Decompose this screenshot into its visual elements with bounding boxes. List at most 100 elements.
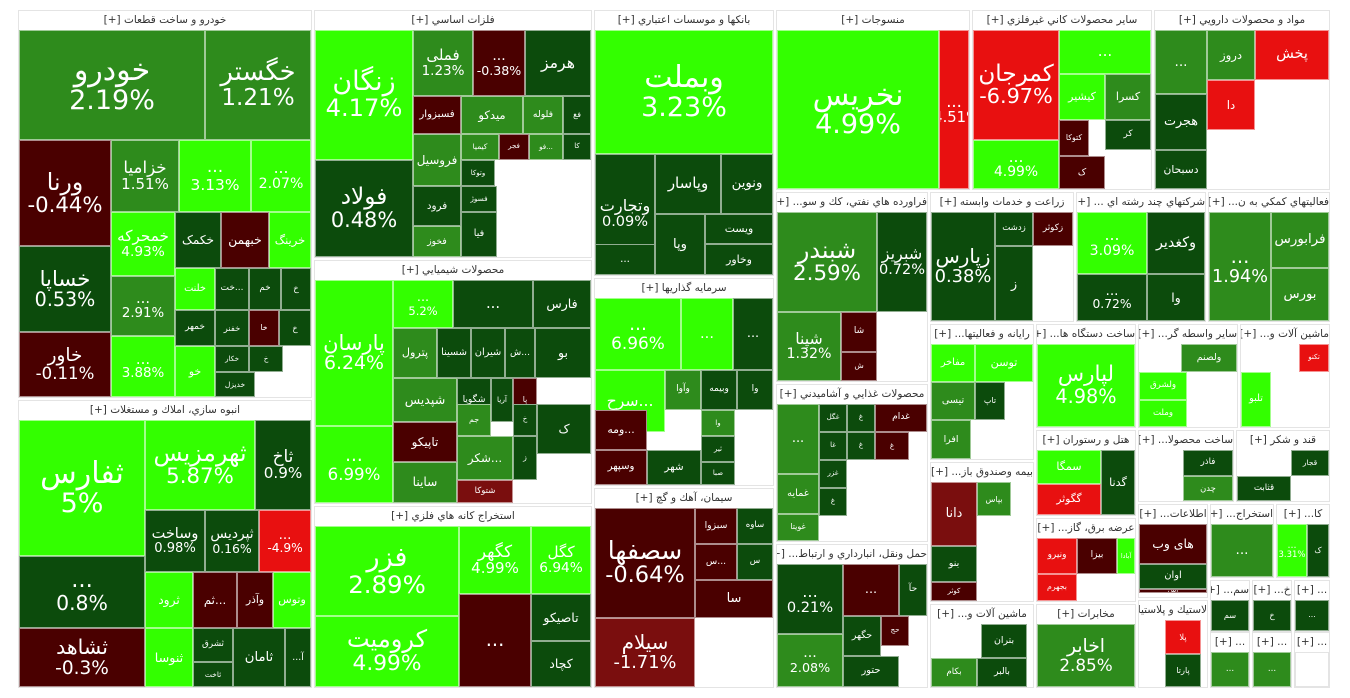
stock-tile[interactable]: خ — [281, 268, 311, 310]
sector-header[interactable]: ماشين آلات و... [+] — [931, 605, 1033, 624]
stock-tile[interactable]: دانا — [931, 482, 977, 546]
stock-tile[interactable]: پارسان 6.24% — [315, 280, 393, 426]
stock-tile[interactable]: تیسی — [931, 382, 975, 420]
stock-tile[interactable]: اس — [1139, 589, 1207, 593]
stock-tile[interactable]: کچاد — [531, 641, 591, 687]
stock-tile[interactable]: ...فو — [529, 134, 563, 160]
stock-tile[interactable]: ...ومه — [595, 410, 647, 450]
stock-tile[interactable]: شهر — [647, 450, 701, 485]
stock-tile[interactable]: ...س — [695, 544, 737, 580]
stock-tile[interactable]: کیمیا — [461, 134, 499, 160]
stock-tile[interactable]: حگهر — [843, 616, 881, 656]
sector-header[interactable]: بيمه وصندوق باز... [+] — [931, 463, 1033, 482]
stock-tile[interactable]: پترول — [393, 328, 437, 378]
stock-tile[interactable]: ثیر — [701, 436, 735, 462]
stock-tile[interactable]: ساوه — [737, 508, 773, 544]
stock-tile[interactable]: فروسیل — [413, 134, 461, 186]
stock-tile[interactable]: زکوثر — [1033, 212, 1073, 246]
stock-tile[interactable]: خکمک — [175, 212, 221, 268]
stock-tile[interactable]: ثهرمزیس 5.87% — [145, 420, 255, 510]
stock-tile[interactable]: هرمز — [525, 30, 591, 96]
stock-tile[interactable]: ... — [1155, 30, 1207, 94]
stock-tile[interactable]: فجر — [499, 134, 529, 160]
stock-tile[interactable]: ثشاهد -0.3% — [19, 628, 145, 687]
stock-tile[interactable]: ... — [453, 280, 533, 328]
stock-tile[interactable]: غ — [847, 404, 875, 432]
stock-tile[interactable]: خمهر — [175, 310, 215, 346]
stock-tile[interactable]: کگهر 4.99% — [459, 526, 531, 594]
stock-tile[interactable]: ک — [1307, 524, 1329, 577]
stock-tile[interactable]: غ — [819, 488, 847, 516]
stock-tile[interactable]: ... 3.88% — [111, 336, 175, 397]
stock-tile[interactable]: وکغدیر — [1147, 212, 1205, 274]
stock-tile[interactable]: فرابورس — [1271, 212, 1329, 268]
stock-tile[interactable]: وپاسار — [655, 154, 721, 214]
stock-tile[interactable]: ... 1.94% — [1209, 212, 1271, 321]
sector-header[interactable]: شركتهاي چند رشته اي ... [+] — [1077, 193, 1205, 212]
stock-tile[interactable]: پلا — [1165, 620, 1201, 654]
stock-tile[interactable]: خودرو 2.19% — [19, 30, 205, 140]
stock-tile[interactable]: سا — [695, 580, 773, 618]
sector-header[interactable]: مخابرات [+] — [1037, 605, 1135, 624]
stock-tile[interactable]: ... — [595, 244, 655, 275]
stock-tile[interactable]: گگوثر — [1037, 484, 1101, 515]
stock-tile[interactable]: بکام — [931, 658, 977, 687]
stock-tile[interactable]: فزر 2.89% — [315, 526, 459, 616]
stock-tile[interactable]: قثابت — [1237, 476, 1291, 501]
stock-tile[interactable]: خمحرکه 4.93% — [111, 212, 175, 276]
stock-tile[interactable]: ونیرو — [1037, 538, 1077, 574]
stock-tile[interactable]: پخش — [1255, 30, 1329, 80]
stock-tile[interactable]: ... — [681, 298, 733, 370]
sector-header[interactable]: ... [+] — [1295, 633, 1329, 652]
stock-tile[interactable]: غزر — [819, 460, 847, 488]
stock-tile[interactable]: شپدیس — [393, 378, 457, 422]
stock-tile[interactable]: ...-4.51% — [939, 30, 969, 189]
stock-tile[interactable]: تاپیکو — [393, 422, 457, 462]
stock-tile[interactable]: ثشرق — [193, 628, 233, 662]
stock-tile[interactable]: غویتا — [777, 514, 819, 541]
sector-header[interactable]: منسوجات [+] — [777, 11, 969, 30]
stock-tile[interactable]: بجهرم — [1037, 574, 1077, 601]
stock-tile[interactable]: شبریز 0.72% — [877, 212, 927, 312]
stock-tile[interactable]: ... 2.08% — [777, 634, 843, 687]
stock-tile[interactable]: وملت — [1139, 400, 1187, 427]
sector-header[interactable]: خودرو و ساخت قطعات [+] — [19, 11, 311, 30]
stock-tile[interactable]: وبملت 3.23% — [595, 30, 773, 154]
stock-tile[interactable]: کا — [563, 134, 591, 160]
stock-tile[interactable]: سصفها -0.64% — [595, 508, 695, 618]
stock-tile[interactable]: مفاخر — [931, 344, 975, 382]
stock-tile[interactable]: ... — [843, 564, 899, 616]
stock-tile[interactable]: ثامان — [233, 628, 285, 687]
stock-tile[interactable]: غ — [875, 432, 909, 460]
sector-header[interactable]: سم... [+] — [1211, 581, 1249, 600]
sector-header[interactable]: عرضه برق، گاز... [+] — [1037, 519, 1135, 538]
stock-tile[interactable]: ...ثم — [193, 572, 237, 628]
stock-tile[interactable]: غگل — [819, 404, 847, 432]
stock-tile[interactable]: ز — [513, 436, 537, 480]
stock-tile[interactable]: زنگان 4.17% — [315, 30, 413, 160]
stock-tile[interactable]: خساپا 0.53% — [19, 246, 111, 332]
stock-tile[interactable]: خا — [249, 310, 279, 346]
sector-header[interactable]: اطلاعات... [+] — [1139, 505, 1207, 524]
stock-tile[interactable]: خفنر — [215, 310, 249, 346]
stock-tile[interactable]: وپا — [655, 214, 705, 275]
stock-tile[interactable]: ...ش — [505, 328, 535, 378]
stock-tile[interactable]: اخابر 2.85% — [1037, 624, 1135, 687]
stock-tile[interactable]: وآذر — [237, 572, 273, 628]
stock-tile[interactable]: ... — [1211, 524, 1273, 577]
stock-tile[interactable]: دا — [1207, 80, 1255, 130]
stock-tile[interactable] — [1295, 652, 1329, 687]
stock-tile[interactable]: ... — [777, 404, 819, 474]
stock-tile[interactable]: بالبر — [977, 658, 1027, 687]
stock-tile[interactable]: خ — [249, 346, 283, 372]
stock-tile[interactable]: وتوس — [273, 572, 311, 628]
sector-header[interactable]: لاستيك و پلاستيك [+] — [1139, 601, 1207, 620]
stock-tile[interactable]: کسرا — [1105, 74, 1151, 120]
sector-header[interactable]: ماشين آلات و... [+] — [1241, 325, 1329, 344]
stock-tile[interactable]: وسپهر — [595, 450, 647, 485]
stock-tile[interactable]: ... — [733, 298, 773, 370]
stock-tile[interactable]: آریا — [491, 378, 513, 422]
stock-tile[interactable]: شسینا — [437, 328, 471, 378]
stock-tile[interactable]: کمرجان -6.97% — [973, 30, 1059, 140]
stock-tile[interactable]: حتور — [843, 656, 899, 687]
